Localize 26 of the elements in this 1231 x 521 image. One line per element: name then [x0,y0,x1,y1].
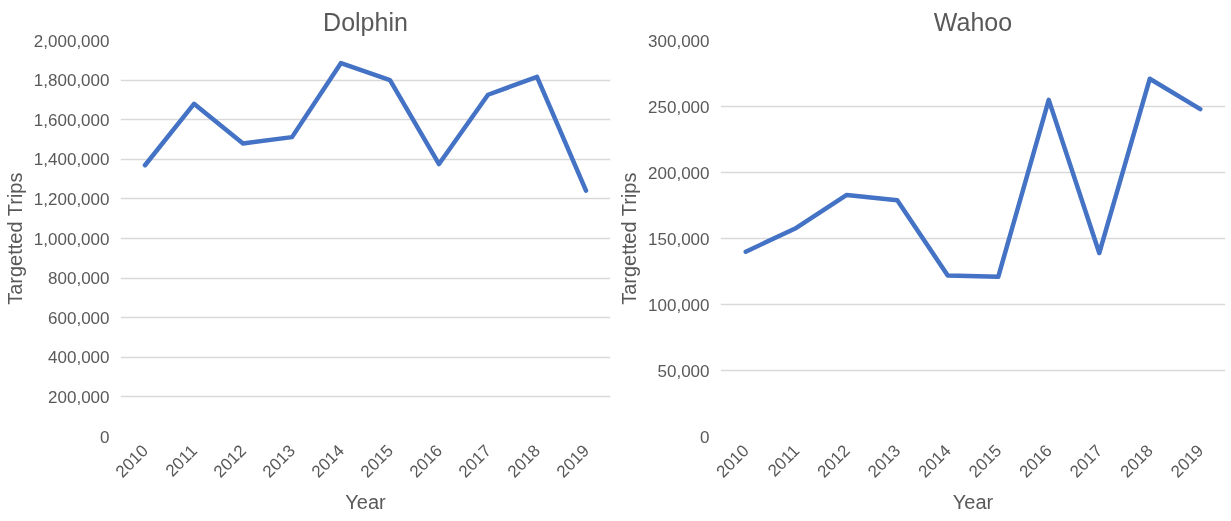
y-axis-title: Targetted Trips [3,172,26,305]
line-series [743,76,1203,280]
y-tick-label: 1,800,000 [33,71,110,91]
y-tick-label: 300,000 [648,31,710,51]
x-axis-title: Year [952,490,994,513]
y-tick-label: 150,000 [648,229,710,249]
chart-title: Dolphin [323,7,408,36]
y-tick-label: 0 [700,427,710,447]
y-tick-label: 2,000,000 [33,31,110,51]
y-axis-title: Targetted Trips [618,172,641,305]
y-tick-label: 100,000 [648,295,710,315]
y-tick-label: 1,600,000 [33,110,110,130]
y-tick-label: 1,400,000 [33,150,110,170]
y-tick-label: 400,000 [48,348,110,368]
y-tick-label: 1,200,000 [33,189,110,209]
y-tick-label: 1,000,000 [33,229,110,249]
y-tick-label: 0 [100,427,110,447]
chart-title: Wahoo [933,7,1013,36]
y-tick-label: 800,000 [48,269,110,289]
line-series [142,60,589,193]
y-tick-label: 600,000 [48,308,110,328]
y-tick-label: 50,000 [657,361,710,381]
y-tick-label: 200,000 [648,163,710,183]
y-tick-label: 200,000 [48,387,110,407]
y-tick-label: 250,000 [648,97,710,117]
x-axis-title: Year [345,490,387,513]
